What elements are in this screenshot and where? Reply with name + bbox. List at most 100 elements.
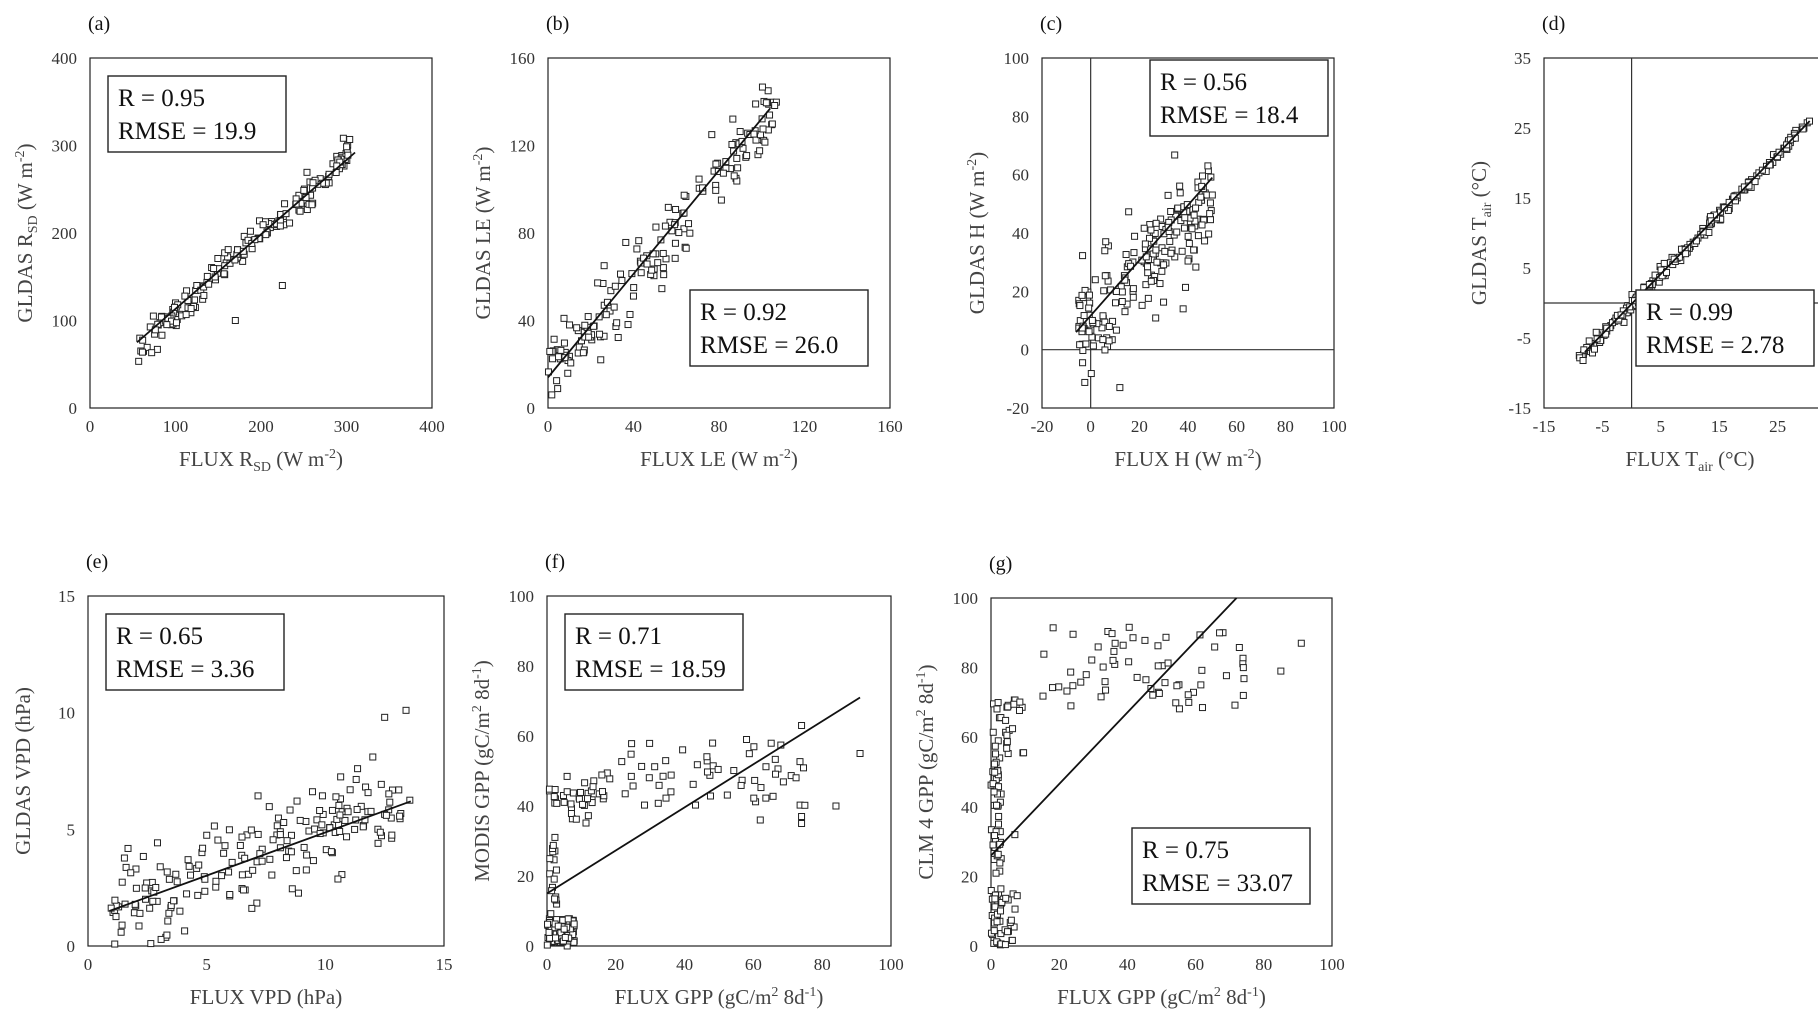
x-axis-label: FLUX VPD (hPa) [190,985,342,1009]
data-point [1178,247,1186,255]
data-point [703,753,711,761]
data-point [334,875,342,883]
data-point [337,773,345,781]
data-point [801,801,809,809]
y-tick-label: 400 [52,49,78,68]
data-point [771,101,779,109]
data-point [769,792,777,800]
data-point [1125,208,1133,216]
data-point [1088,316,1096,324]
data-point [1184,257,1192,265]
data-point [308,201,316,209]
data-point [1188,225,1196,233]
data-point [648,266,656,274]
data-point [1147,277,1155,285]
y-axis-label: GLDAS VPD (hPa) [11,687,35,855]
data-point [1129,285,1137,293]
data-point [1099,663,1107,671]
data-point [183,890,191,898]
data-point [254,792,262,800]
x-tick-label: 200 [248,417,274,436]
data-point [792,774,800,782]
stats-box-frame [1131,827,1311,905]
data-point [338,871,346,879]
data-point [1118,297,1126,305]
scatter-points [543,722,864,950]
data-point [1149,691,1157,699]
chart-panel: (g) 0 20 40 60 80 100 0 20 40 60 80 100 FLUX GPP (gC/… [914,553,1345,1009]
data-point [661,222,669,230]
data-point [993,705,1001,713]
data-point [602,311,610,319]
data-point [567,809,575,817]
data-point [1088,656,1096,664]
data-point [1154,662,1162,670]
data-point [712,186,720,194]
data-point [111,896,119,904]
data-point [856,750,864,757]
stats-box: R = 0.65 RMSE = 3.36 [105,613,285,691]
data-point [581,779,589,787]
data-point [667,788,675,796]
data-point [1144,263,1152,271]
data-point [1192,204,1200,212]
data-point [1240,675,1248,683]
data-point [1049,684,1057,692]
data-point [1160,261,1168,269]
fit-line [136,151,356,344]
data-point [589,783,597,791]
data-point [563,788,571,796]
data-point [274,814,282,822]
data-point [135,922,143,930]
stats-box: R = 0.56 RMSE = 18.4 [1149,59,1329,137]
stats-box-frame [1149,59,1329,137]
data-point [996,859,1004,867]
scatter-points [987,623,1305,949]
y-axis-label: GLDAS Tair (°C) [1467,161,1495,305]
data-point [238,871,246,879]
panel-label: (g) [989,553,1012,575]
x-tick-label: 20 [607,955,624,974]
data-point [1121,308,1129,316]
data-point [203,272,211,280]
data-point [164,917,172,925]
y-axis-label: GLDAS RSD (W m-2) [13,143,41,322]
data-point [1197,193,1205,201]
data-point [1235,644,1243,652]
panel-label: (f) [545,551,565,573]
data-point [767,739,775,747]
rmse-value: RMSE = 3.36 [116,656,254,683]
data-point [136,909,144,917]
x-tick-label: 0 [1086,417,1095,436]
data-point [1198,172,1206,180]
x-tick-label: 5 [1657,417,1666,436]
data-point [667,771,675,779]
data-point [149,312,157,320]
data-point [1112,299,1120,307]
data-point [225,826,233,834]
data-point [766,111,774,119]
data-point [607,287,615,295]
r-value: R = 0.75 [1142,837,1229,864]
fit-line [109,800,412,912]
plot-frame [547,57,891,409]
data-point [566,321,574,329]
data-point [138,348,146,356]
data-point [156,863,164,871]
data-point [567,800,575,808]
data-point [212,883,220,891]
data-point [1222,672,1230,680]
data-point [734,164,742,172]
data-point [308,788,316,796]
data-point [153,345,161,353]
data-point [995,820,1003,828]
data-point [764,87,772,95]
data-point [139,852,147,860]
data-point [573,324,581,332]
data-point [991,742,999,750]
data-point [594,279,602,287]
data-point [728,140,736,148]
data-point [300,843,308,851]
data-point [987,887,995,895]
data-point [796,758,804,766]
